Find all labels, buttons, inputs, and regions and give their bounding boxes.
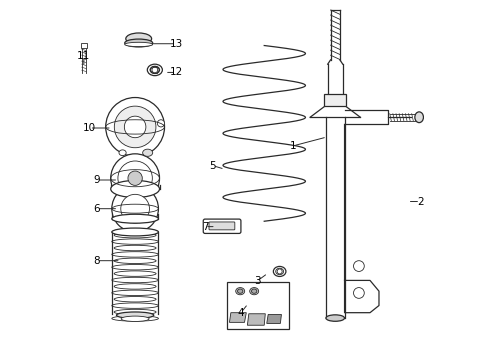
Text: 6: 6 (93, 204, 100, 214)
Text: 9: 9 (93, 175, 100, 185)
Ellipse shape (114, 284, 156, 289)
Ellipse shape (121, 316, 149, 321)
Ellipse shape (112, 316, 158, 321)
Text: 2: 2 (416, 197, 423, 207)
Ellipse shape (414, 112, 423, 123)
FancyBboxPatch shape (81, 43, 86, 48)
Bar (324, 94, 346, 107)
Text: 4: 4 (237, 308, 244, 318)
Circle shape (353, 261, 364, 271)
Circle shape (353, 288, 364, 298)
Ellipse shape (114, 271, 156, 276)
Circle shape (121, 194, 149, 223)
Ellipse shape (110, 180, 159, 198)
FancyBboxPatch shape (203, 219, 241, 233)
Ellipse shape (273, 266, 285, 276)
Ellipse shape (112, 277, 158, 283)
Ellipse shape (124, 42, 152, 46)
Circle shape (128, 171, 142, 185)
Ellipse shape (237, 289, 243, 293)
Circle shape (118, 161, 152, 195)
Circle shape (124, 116, 145, 138)
Ellipse shape (112, 239, 158, 244)
Circle shape (112, 185, 158, 232)
Ellipse shape (112, 228, 158, 236)
Ellipse shape (119, 150, 126, 156)
Ellipse shape (251, 289, 256, 293)
Ellipse shape (235, 288, 244, 295)
Text: 7: 7 (202, 222, 208, 231)
FancyBboxPatch shape (208, 222, 234, 230)
Circle shape (157, 120, 164, 127)
Ellipse shape (147, 64, 162, 76)
Text: 5: 5 (209, 161, 216, 171)
Ellipse shape (116, 312, 153, 319)
Text: 11: 11 (77, 51, 90, 61)
Polygon shape (229, 313, 246, 322)
Ellipse shape (112, 265, 158, 270)
Ellipse shape (275, 268, 283, 275)
Ellipse shape (112, 303, 158, 309)
Text: 8: 8 (93, 256, 100, 266)
Ellipse shape (124, 39, 152, 47)
Circle shape (277, 269, 282, 274)
Ellipse shape (114, 258, 156, 264)
Ellipse shape (150, 66, 159, 73)
Ellipse shape (125, 33, 151, 44)
Text: 1: 1 (289, 141, 296, 151)
Ellipse shape (114, 245, 156, 251)
Ellipse shape (112, 252, 158, 257)
Ellipse shape (142, 149, 152, 156)
Polygon shape (266, 315, 281, 323)
Ellipse shape (112, 290, 158, 296)
Ellipse shape (114, 233, 156, 238)
Ellipse shape (112, 214, 158, 223)
Ellipse shape (114, 309, 156, 315)
Ellipse shape (249, 288, 258, 295)
Text: 13: 13 (169, 39, 183, 49)
Text: 12: 12 (169, 67, 183, 77)
Circle shape (110, 154, 159, 203)
Text: 3: 3 (253, 276, 260, 286)
Ellipse shape (325, 315, 344, 321)
Ellipse shape (114, 297, 156, 302)
Text: 10: 10 (83, 123, 96, 133)
FancyBboxPatch shape (226, 282, 289, 329)
Circle shape (105, 98, 164, 156)
Circle shape (152, 67, 158, 73)
Polygon shape (247, 314, 265, 325)
Circle shape (114, 106, 156, 148)
